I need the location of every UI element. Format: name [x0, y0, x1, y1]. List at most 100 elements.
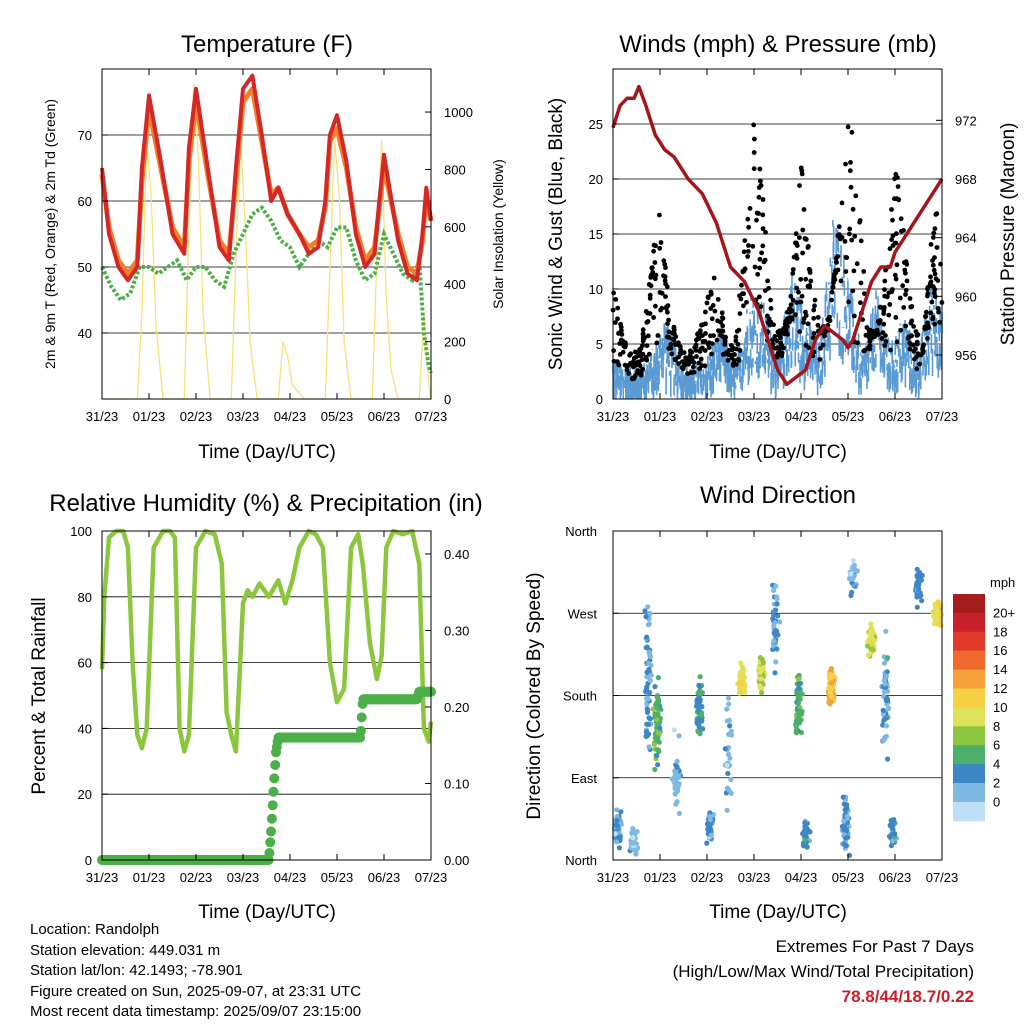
gust-point	[806, 345, 812, 350]
gust-point	[806, 244, 811, 249]
speed-legend-swatch	[953, 726, 985, 746]
y2-tick-label: 0.30	[444, 623, 469, 638]
gust-point	[852, 233, 858, 239]
speed-legend-swatch	[953, 688, 985, 708]
gust-point	[645, 333, 651, 339]
gust-point	[695, 332, 700, 337]
y2-tick-label: 0	[444, 392, 451, 407]
gust-point	[930, 262, 936, 268]
y-tick-label: North	[565, 524, 597, 539]
gust-point	[790, 297, 796, 303]
gust-point	[683, 355, 688, 361]
wind-direction-point	[697, 731, 703, 737]
wind-direction-point	[771, 630, 777, 636]
y2-tick-label: 600	[444, 220, 466, 235]
gust-point	[630, 359, 636, 365]
pressure-line	[611, 84, 944, 387]
gust-point	[799, 171, 805, 177]
gust-point	[827, 314, 832, 320]
gust-point	[709, 316, 715, 322]
gust-point	[760, 243, 766, 249]
wind-direction-point	[673, 777, 679, 783]
gust-point	[729, 355, 735, 361]
wind-direction-point	[706, 824, 712, 830]
gust-point	[933, 276, 939, 282]
gust-point	[751, 150, 757, 155]
wind-direction-point	[868, 621, 874, 627]
gust-point	[688, 370, 694, 375]
y-tick-label: 80	[78, 590, 92, 605]
gust-point	[760, 226, 766, 232]
wind-direction-point	[630, 826, 636, 832]
humidity-title: Relative Humidity (%) & Precipitation (i…	[49, 490, 482, 517]
gust-point	[797, 235, 802, 241]
winds-ylabel: Sonic Wind & Gust (Blue, Black)	[546, 98, 567, 370]
wind-direction-point	[796, 680, 802, 686]
gust-point	[654, 340, 660, 346]
gust-point	[640, 351, 646, 357]
x-tick-label: 07/23	[415, 409, 448, 424]
gust-point	[711, 275, 717, 281]
x-tick-label: 06/23	[368, 870, 401, 885]
gust-point	[756, 194, 762, 200]
gust-point	[775, 345, 781, 350]
gust-point	[705, 341, 711, 347]
gust-point	[798, 276, 804, 282]
y2-tick-label: 0.10	[444, 776, 469, 791]
gust-point	[937, 319, 942, 325]
speed-legend-swatch	[953, 707, 985, 727]
x-tick-label: 02/23	[691, 870, 724, 885]
gust-point	[631, 364, 636, 370]
wind-direction-point	[828, 666, 835, 672]
gust-point	[742, 238, 748, 244]
gust-point	[928, 242, 934, 247]
gust-point	[796, 289, 801, 295]
y2-tick-label: 964	[955, 231, 977, 246]
wind-direction-point	[771, 587, 777, 594]
gust-point	[782, 321, 788, 327]
gust-point	[671, 326, 677, 331]
x-tick-label: 02/23	[180, 870, 213, 885]
wind-direction-point	[796, 685, 802, 691]
wind-direction-point	[919, 572, 925, 579]
gust-point	[618, 324, 624, 330]
precip-point	[267, 800, 278, 811]
gust-point	[911, 348, 917, 354]
wind-direction-point	[848, 571, 854, 577]
gust-point	[640, 327, 646, 333]
gust-point	[703, 309, 708, 315]
gust-point	[794, 300, 800, 305]
winds-title: Winds (mph) & Pressure (mb)	[619, 31, 936, 58]
y-tick-label: South	[563, 689, 597, 704]
speed-legend-title: mph	[990, 575, 1015, 590]
gust-point	[842, 239, 848, 244]
gust-point	[887, 302, 893, 307]
gust-point	[834, 260, 839, 265]
gust-point	[787, 309, 793, 315]
temperature-title: Temperature (F)	[181, 31, 353, 58]
gust-point	[611, 290, 616, 296]
wind-direction-point	[725, 751, 732, 758]
station-info: Location: Randolph Station elevation: 44…	[30, 920, 361, 1023]
wind-direction-point	[644, 634, 650, 640]
x-tick-label: 02/23	[180, 409, 213, 424]
gust-point	[679, 365, 685, 370]
gust-point	[897, 295, 903, 301]
gust-point	[883, 267, 888, 273]
gust-point	[801, 207, 807, 212]
gust-point	[928, 310, 934, 316]
gust-point	[911, 324, 916, 329]
wind-direction-point	[652, 766, 658, 773]
wind-direction-point	[890, 822, 896, 829]
gust-point	[934, 245, 940, 250]
wind-direction-point	[795, 695, 802, 701]
gust-point	[800, 227, 806, 233]
gust-point	[900, 283, 906, 289]
gust-point	[644, 343, 650, 349]
gust-point	[643, 354, 649, 360]
gust-point	[693, 344, 699, 349]
gust-point	[890, 217, 895, 223]
gust-point	[663, 281, 668, 287]
gust-point	[687, 354, 692, 360]
wind-direction-point	[829, 680, 835, 686]
